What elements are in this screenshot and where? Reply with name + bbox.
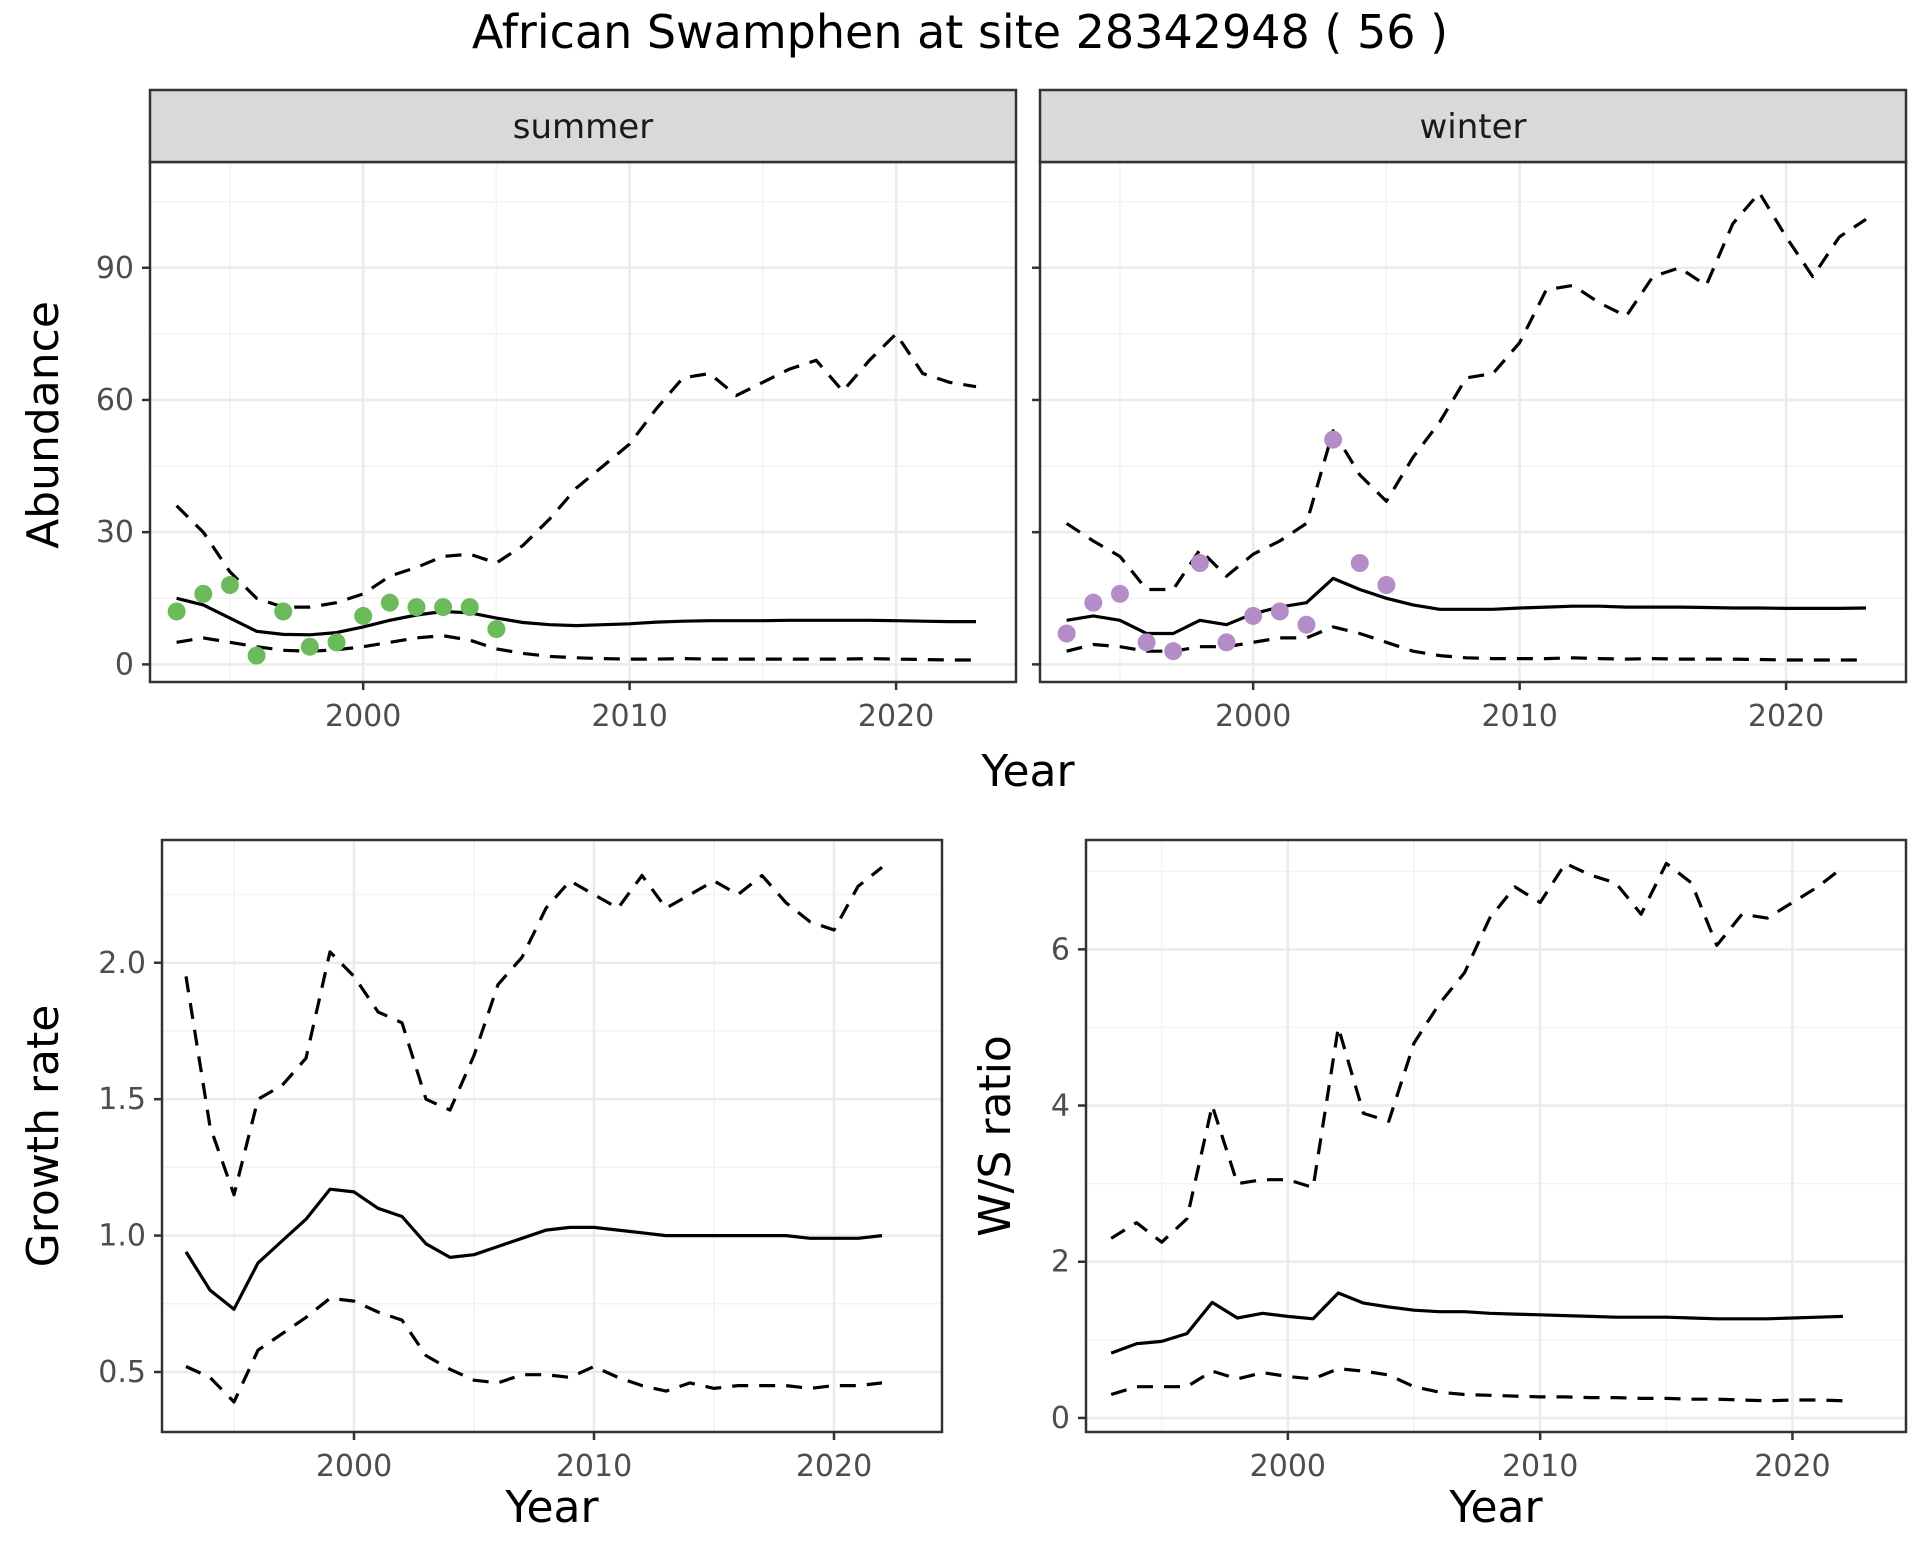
ws-ratio-lower-line	[1110, 1367, 1843, 1403]
summer-data-point	[380, 593, 399, 612]
summer-mean-line	[176, 596, 976, 637]
summer-lower-line	[176, 634, 976, 662]
winter-x-tick-label: 2000	[1215, 699, 1291, 734]
winter-data-point	[1270, 602, 1289, 621]
chart-title: African Swamphen at site 28342948 ( 56 )	[472, 5, 1448, 59]
winter-data-point	[1137, 633, 1156, 652]
summer-data-point	[407, 598, 426, 617]
ws-ratio-y-tick-label: 0	[1051, 1401, 1070, 1436]
facet-x-axis-title: Year	[980, 746, 1075, 797]
winter-upper-line	[1065, 191, 1867, 592]
growth-y-tick-label: 1.5	[98, 1082, 146, 1117]
summer-data-point	[274, 602, 293, 621]
winter-data-point	[1324, 430, 1343, 449]
ws-ratio-mean-line	[1110, 1291, 1843, 1355]
summer-data-point	[194, 584, 213, 603]
winter-data-point	[1244, 606, 1263, 625]
winter-lower-line	[1066, 625, 1866, 662]
summer-facet-strip	[148, 88, 1018, 164]
winter-data-point	[1164, 642, 1183, 661]
summer-y-tick-label: 30	[96, 515, 134, 550]
summer-data-point	[247, 646, 266, 665]
ws-ratio-y-tick-label: 2	[1051, 1245, 1070, 1280]
summer-data-point	[460, 598, 479, 617]
ws-ratio-x-tick-label: 2020	[1754, 1449, 1830, 1484]
growth-mean-line	[184, 1187, 883, 1311]
ws-ratio-y-tick-label: 6	[1051, 932, 1070, 967]
winter-panel: winter 2000 2010 2020	[1032, 88, 1908, 734]
winter-mean-line	[1066, 576, 1867, 636]
winter-x-tick-label: 2010	[1481, 699, 1557, 734]
summer-y-tick-label: 0	[115, 647, 134, 682]
winter-data-point	[1110, 584, 1129, 603]
summer-data-point	[327, 633, 346, 652]
ws-ratio-x-tick-label: 2000	[1250, 1449, 1326, 1484]
ws-ratio-x-axis-title: Year	[1448, 1482, 1543, 1533]
summer-x-tick-label: 2000	[325, 699, 401, 734]
summer-panel: summer 2000 2010 2020 0 30 60 90 Abundance	[18, 88, 1018, 734]
ws-ratio-y-axis-title: W/S ratio	[970, 1035, 1021, 1237]
summer-facet-label: summer	[513, 107, 653, 147]
winter-panel-border	[1038, 160, 1908, 684]
winter-data-point	[1190, 554, 1209, 573]
summer-y-axis-title: Abundance	[18, 301, 69, 549]
growth-panel: 2000 2010 2020 0.5 1.0 1.5 2.0 Growth rate Year	[18, 838, 944, 1533]
summer-y-tick-label: 90	[96, 251, 134, 286]
summer-data-point	[354, 606, 373, 625]
winter-x-tick-label: 2020	[1748, 699, 1824, 734]
growth-x-tick-label: 2010	[556, 1449, 632, 1484]
winter-data-point	[1377, 576, 1396, 595]
growth-lower-line	[185, 1296, 883, 1404]
growth-x-axis-title: Year	[504, 1482, 599, 1533]
summer-upper-line	[175, 332, 977, 609]
winter-data-point	[1297, 615, 1316, 634]
winter-data-point	[1350, 554, 1369, 573]
growth-upper-line	[184, 866, 883, 1197]
growth-x-tick-label: 2020	[796, 1449, 872, 1484]
ws-ratio-y-tick-label: 4	[1051, 1089, 1070, 1124]
growth-y-axis-title: Growth rate	[18, 1005, 69, 1268]
summer-data-point	[487, 620, 506, 639]
growth-y-tick-label: 0.5	[98, 1355, 146, 1390]
growth-x-tick-label: 2000	[316, 1449, 392, 1484]
winter-facet-label: winter	[1419, 107, 1526, 147]
ws-ratio-x-tick-label: 2010	[1502, 1449, 1578, 1484]
ws-ratio-upper-line	[1110, 861, 1844, 1244]
growth-y-tick-label: 2.0	[98, 946, 146, 981]
summer-y-tick-label: 60	[96, 383, 134, 418]
growth-y-tick-label: 1.0	[98, 1219, 146, 1254]
ws-ratio-panel: 2000 2010 2020 0 2 4 6 W/S ratio Year	[970, 838, 1908, 1533]
summer-data-point	[220, 576, 239, 595]
winter-data-point	[1057, 624, 1076, 643]
winter-facet-strip	[1038, 88, 1908, 164]
ws-ratio-panel-border	[1084, 838, 1908, 1434]
summer-x-tick-label: 2020	[858, 699, 934, 734]
winter-data-point	[1217, 633, 1236, 652]
summer-data-point	[300, 637, 319, 656]
winter-data-point	[1084, 593, 1103, 612]
summer-data-point	[434, 598, 453, 617]
growth-panel-border	[160, 838, 944, 1434]
summer-x-tick-label: 2010	[591, 699, 667, 734]
summer-data-point	[167, 602, 186, 621]
